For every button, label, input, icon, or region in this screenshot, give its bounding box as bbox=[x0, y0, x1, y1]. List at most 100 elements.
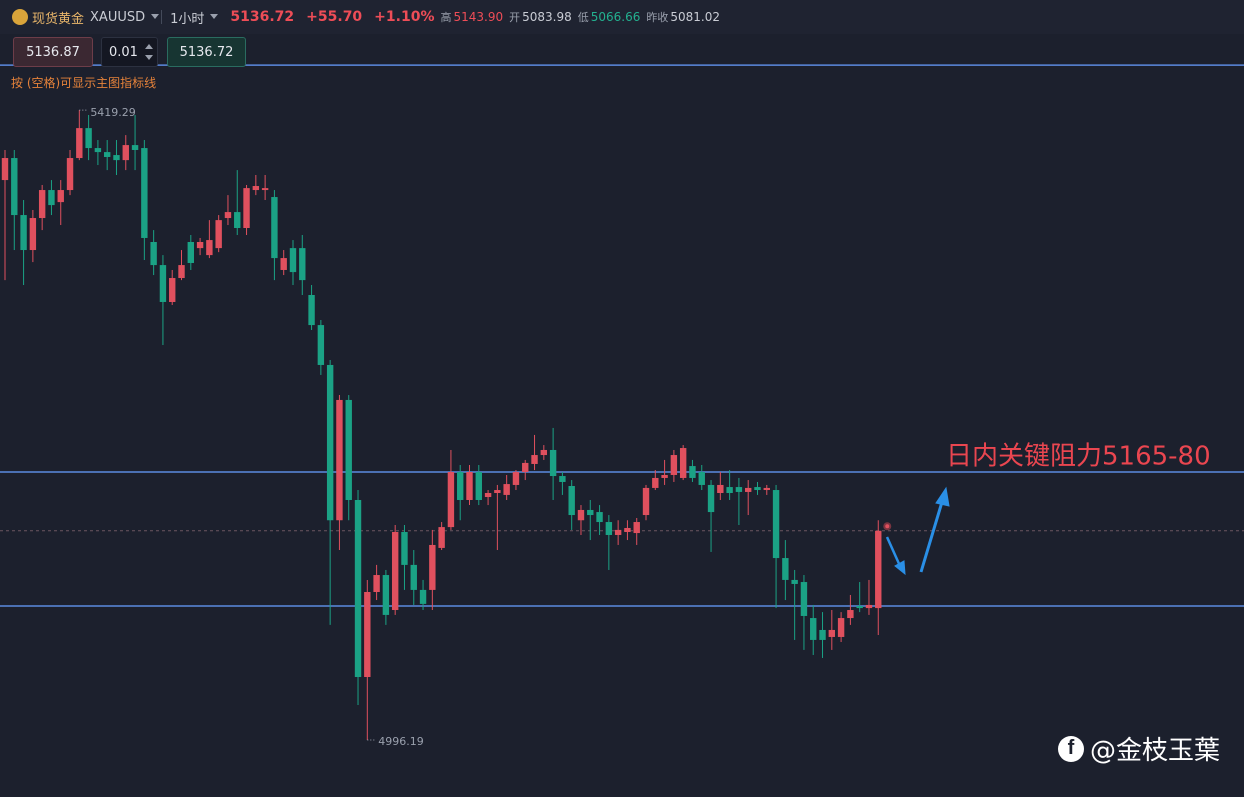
candle-body bbox=[57, 190, 64, 203]
candle-body bbox=[48, 190, 55, 206]
candle-body bbox=[382, 575, 390, 615]
price-change: +55.70 bbox=[306, 9, 363, 25]
candle-body bbox=[354, 499, 362, 678]
candle-body bbox=[457, 472, 464, 500]
candle-body bbox=[735, 487, 743, 492]
watermark: f @金枝玉葉 bbox=[1058, 730, 1220, 767]
candle-body bbox=[66, 158, 74, 191]
candle-body bbox=[587, 509, 594, 516]
candle-body bbox=[289, 248, 297, 273]
candle-body bbox=[206, 240, 213, 256]
candle-body bbox=[271, 197, 278, 259]
candle-body bbox=[503, 484, 510, 495]
candle-body bbox=[1, 158, 9, 181]
candle-body bbox=[549, 449, 557, 477]
prev-close-label: 昨收 bbox=[646, 11, 669, 24]
arrow-head bbox=[894, 560, 906, 576]
candle-body bbox=[94, 148, 102, 153]
candle-body bbox=[837, 618, 845, 637]
arrow-line bbox=[919, 501, 944, 573]
candle-body bbox=[141, 148, 148, 238]
price-change-pct: +1.10% bbox=[374, 9, 435, 25]
candle-body bbox=[568, 486, 575, 516]
dropdown-caret[interactable] bbox=[210, 14, 219, 20]
candle-body bbox=[215, 220, 222, 249]
quantity-spinner[interactable] bbox=[144, 41, 154, 63]
candle-body bbox=[819, 629, 826, 640]
candle-body bbox=[717, 484, 724, 493]
candle-body bbox=[391, 532, 399, 611]
candle-body bbox=[317, 325, 325, 365]
candle-body bbox=[364, 592, 371, 678]
quantity-input[interactable]: 0.01 bbox=[101, 37, 158, 67]
timeframe[interactable]: 1小时 bbox=[170, 11, 205, 27]
candle-body bbox=[559, 476, 566, 482]
prev-close-value: 5081.02 bbox=[670, 10, 720, 24]
separator bbox=[161, 10, 163, 24]
dropdown-caret[interactable] bbox=[151, 14, 160, 20]
candle-body bbox=[308, 294, 315, 326]
candle-body bbox=[252, 186, 260, 191]
candle-body bbox=[234, 212, 241, 229]
open-value: 5083.98 bbox=[522, 10, 572, 24]
last-price: 5136.72 bbox=[230, 9, 295, 25]
candle-body bbox=[633, 522, 640, 534]
candle-body bbox=[875, 530, 882, 609]
candle-body bbox=[122, 145, 129, 161]
candle-body bbox=[652, 477, 659, 488]
candle-body bbox=[410, 564, 417, 590]
candle-body bbox=[131, 145, 139, 150]
candle-body bbox=[624, 527, 631, 533]
candle-body bbox=[113, 155, 120, 161]
symbol-code[interactable]: XAUUSD bbox=[90, 9, 146, 25]
arrow-line bbox=[885, 536, 902, 567]
candle-body bbox=[243, 188, 250, 229]
high-label: 高 bbox=[440, 11, 452, 24]
candle-body bbox=[494, 490, 501, 493]
open-label: 开 bbox=[509, 11, 521, 24]
candle-body bbox=[196, 241, 204, 249]
candle-body bbox=[791, 579, 798, 584]
candle-body bbox=[670, 455, 678, 475]
candle-body bbox=[865, 604, 873, 609]
hint-text: 按 (空格)可显示主图指标线 bbox=[11, 76, 157, 90]
candle-body bbox=[419, 589, 427, 604]
symbol-name[interactable]: 现货黄金 bbox=[32, 11, 85, 27]
candle-body bbox=[336, 399, 343, 521]
candle-body bbox=[689, 466, 696, 478]
annotation: 日内关键阻力5165-80 bbox=[946, 442, 1211, 472]
candle-body bbox=[178, 265, 185, 279]
drawn-arrows bbox=[885, 486, 950, 576]
candle-body bbox=[373, 575, 380, 593]
candle-body bbox=[475, 472, 482, 500]
candle-body bbox=[772, 490, 780, 559]
candle-body bbox=[763, 487, 770, 491]
candle-body bbox=[661, 474, 668, 478]
candle-body bbox=[103, 152, 111, 157]
sell-button[interactable]: 5136.87 bbox=[13, 37, 93, 67]
high-value: 5143.90 bbox=[453, 10, 504, 24]
candle-body bbox=[698, 472, 705, 485]
candle-body bbox=[159, 265, 167, 302]
candle-body bbox=[484, 492, 492, 498]
candle-body bbox=[429, 544, 436, 590]
candle-body bbox=[401, 532, 408, 565]
candle-body bbox=[512, 472, 520, 485]
candle-body bbox=[847, 610, 854, 619]
candle-body bbox=[577, 509, 585, 521]
candle-body bbox=[614, 529, 622, 535]
buy-button[interactable]: 5136.72 bbox=[167, 37, 246, 67]
candle-body bbox=[605, 522, 613, 535]
candle-body bbox=[466, 472, 473, 500]
candle-body bbox=[726, 487, 733, 493]
candle-body bbox=[540, 449, 548, 456]
candle-body bbox=[800, 582, 808, 616]
candle-body bbox=[745, 487, 752, 492]
candle-body bbox=[11, 158, 18, 216]
quantity-value: 0.01 bbox=[109, 44, 138, 60]
candle-body bbox=[438, 527, 445, 548]
symbol-bar: 现货黄金 XAUUSD 1小时 5136.72 +55.70 +1.10% 高 … bbox=[0, 0, 1244, 34]
